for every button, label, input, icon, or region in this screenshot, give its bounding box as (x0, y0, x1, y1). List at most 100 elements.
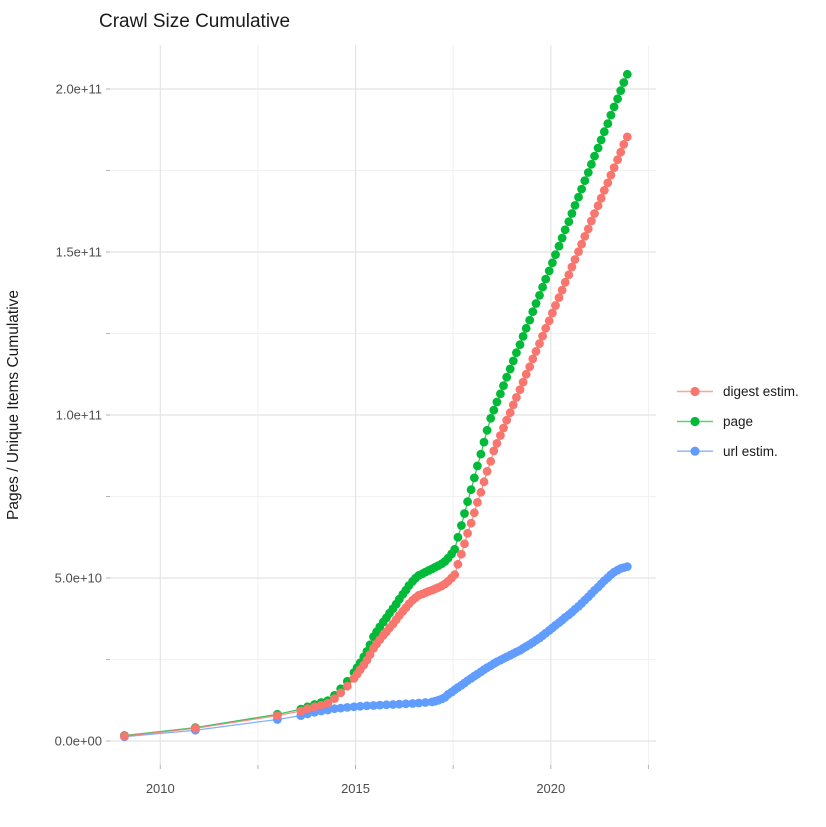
data-point (609, 102, 619, 112)
data-point (531, 299, 541, 308)
data-point (388, 700, 398, 709)
data-point (342, 703, 352, 712)
data-point (538, 331, 547, 341)
data-point (273, 711, 282, 720)
data-point (528, 307, 538, 317)
legend-item-digest: digest estim. (677, 384, 799, 399)
data-point (323, 705, 333, 715)
data-point (479, 437, 489, 447)
data-point (463, 528, 472, 538)
axis-tick-marks (106, 88, 649, 769)
data-point (505, 408, 515, 418)
data-point (567, 209, 577, 218)
data-point (296, 706, 306, 716)
data-point (599, 127, 609, 137)
data-point (375, 700, 385, 710)
data-point (554, 241, 564, 251)
legend-key-dot-url (690, 446, 700, 456)
data-point (457, 549, 466, 559)
data-point (596, 193, 606, 203)
data-point (473, 461, 482, 471)
x-tick-label: 2010 (146, 781, 175, 796)
data-point (531, 347, 541, 356)
data-point (460, 509, 469, 518)
data-point (521, 369, 531, 379)
data-point (580, 232, 590, 241)
data-point (496, 389, 505, 399)
data-point (606, 110, 616, 120)
data-point (541, 323, 551, 333)
data-point (518, 377, 528, 387)
data-point (499, 423, 508, 433)
data-point (316, 700, 326, 710)
data-point (355, 701, 365, 711)
data-point (453, 559, 463, 569)
data-point (622, 562, 632, 571)
axis-tick-labels: 0.0e+00 5.0e+10 1.0e+11 1.5e+11 2.0e+11 2010 2… (55, 82, 566, 797)
data-point (570, 201, 580, 210)
legend-item-url: url estim. (677, 444, 778, 459)
data-point (521, 323, 531, 333)
data-point (551, 250, 560, 259)
data-point (394, 699, 404, 709)
data-point (310, 702, 319, 712)
gridlines (110, 45, 656, 765)
data-point (525, 315, 535, 325)
data-point (508, 356, 518, 366)
data-point (469, 473, 479, 483)
data-point (191, 723, 200, 733)
data-point (587, 216, 596, 226)
data-point (473, 498, 482, 507)
series-digest-estim- (120, 132, 632, 741)
series-url-estim- (120, 562, 632, 742)
data-point (574, 192, 583, 202)
data-point (466, 485, 476, 495)
data-point (515, 385, 525, 394)
data-point (496, 431, 505, 440)
data-point (482, 467, 492, 476)
data-point (512, 393, 521, 402)
data-point (303, 704, 312, 714)
data-point (560, 277, 570, 287)
data-point (515, 340, 525, 349)
data-point (548, 258, 557, 268)
data-point (508, 400, 518, 410)
data-point (450, 570, 460, 580)
legend-label-digest: digest estim. (723, 384, 799, 399)
data-point (619, 78, 629, 87)
data-point (482, 425, 492, 435)
data-point (560, 225, 570, 235)
data-point (492, 439, 502, 448)
data-point (544, 316, 554, 326)
data-point (401, 699, 411, 709)
data-point (460, 539, 469, 549)
data-point (120, 731, 129, 741)
data-point (330, 694, 339, 703)
data-point (535, 291, 544, 300)
data-point (382, 700, 391, 710)
data-point (551, 301, 560, 310)
data-point (609, 163, 619, 173)
data-point (492, 397, 502, 407)
data-point (336, 688, 346, 698)
data-point (463, 497, 472, 507)
data-point (593, 201, 603, 211)
data-point (583, 224, 593, 234)
x-tick-label: 2020 (536, 781, 565, 796)
data-point (538, 282, 547, 292)
data-point (476, 449, 486, 459)
data-point (603, 178, 613, 188)
data-point (577, 239, 586, 249)
data-point (570, 255, 580, 264)
data-point (476, 487, 486, 497)
data-point (466, 518, 476, 528)
data-point (590, 151, 599, 161)
data-point (613, 155, 622, 165)
data-point (528, 354, 538, 364)
data-point (583, 168, 593, 177)
data-series (120, 69, 632, 742)
data-point (564, 217, 574, 227)
data-point (486, 456, 496, 466)
